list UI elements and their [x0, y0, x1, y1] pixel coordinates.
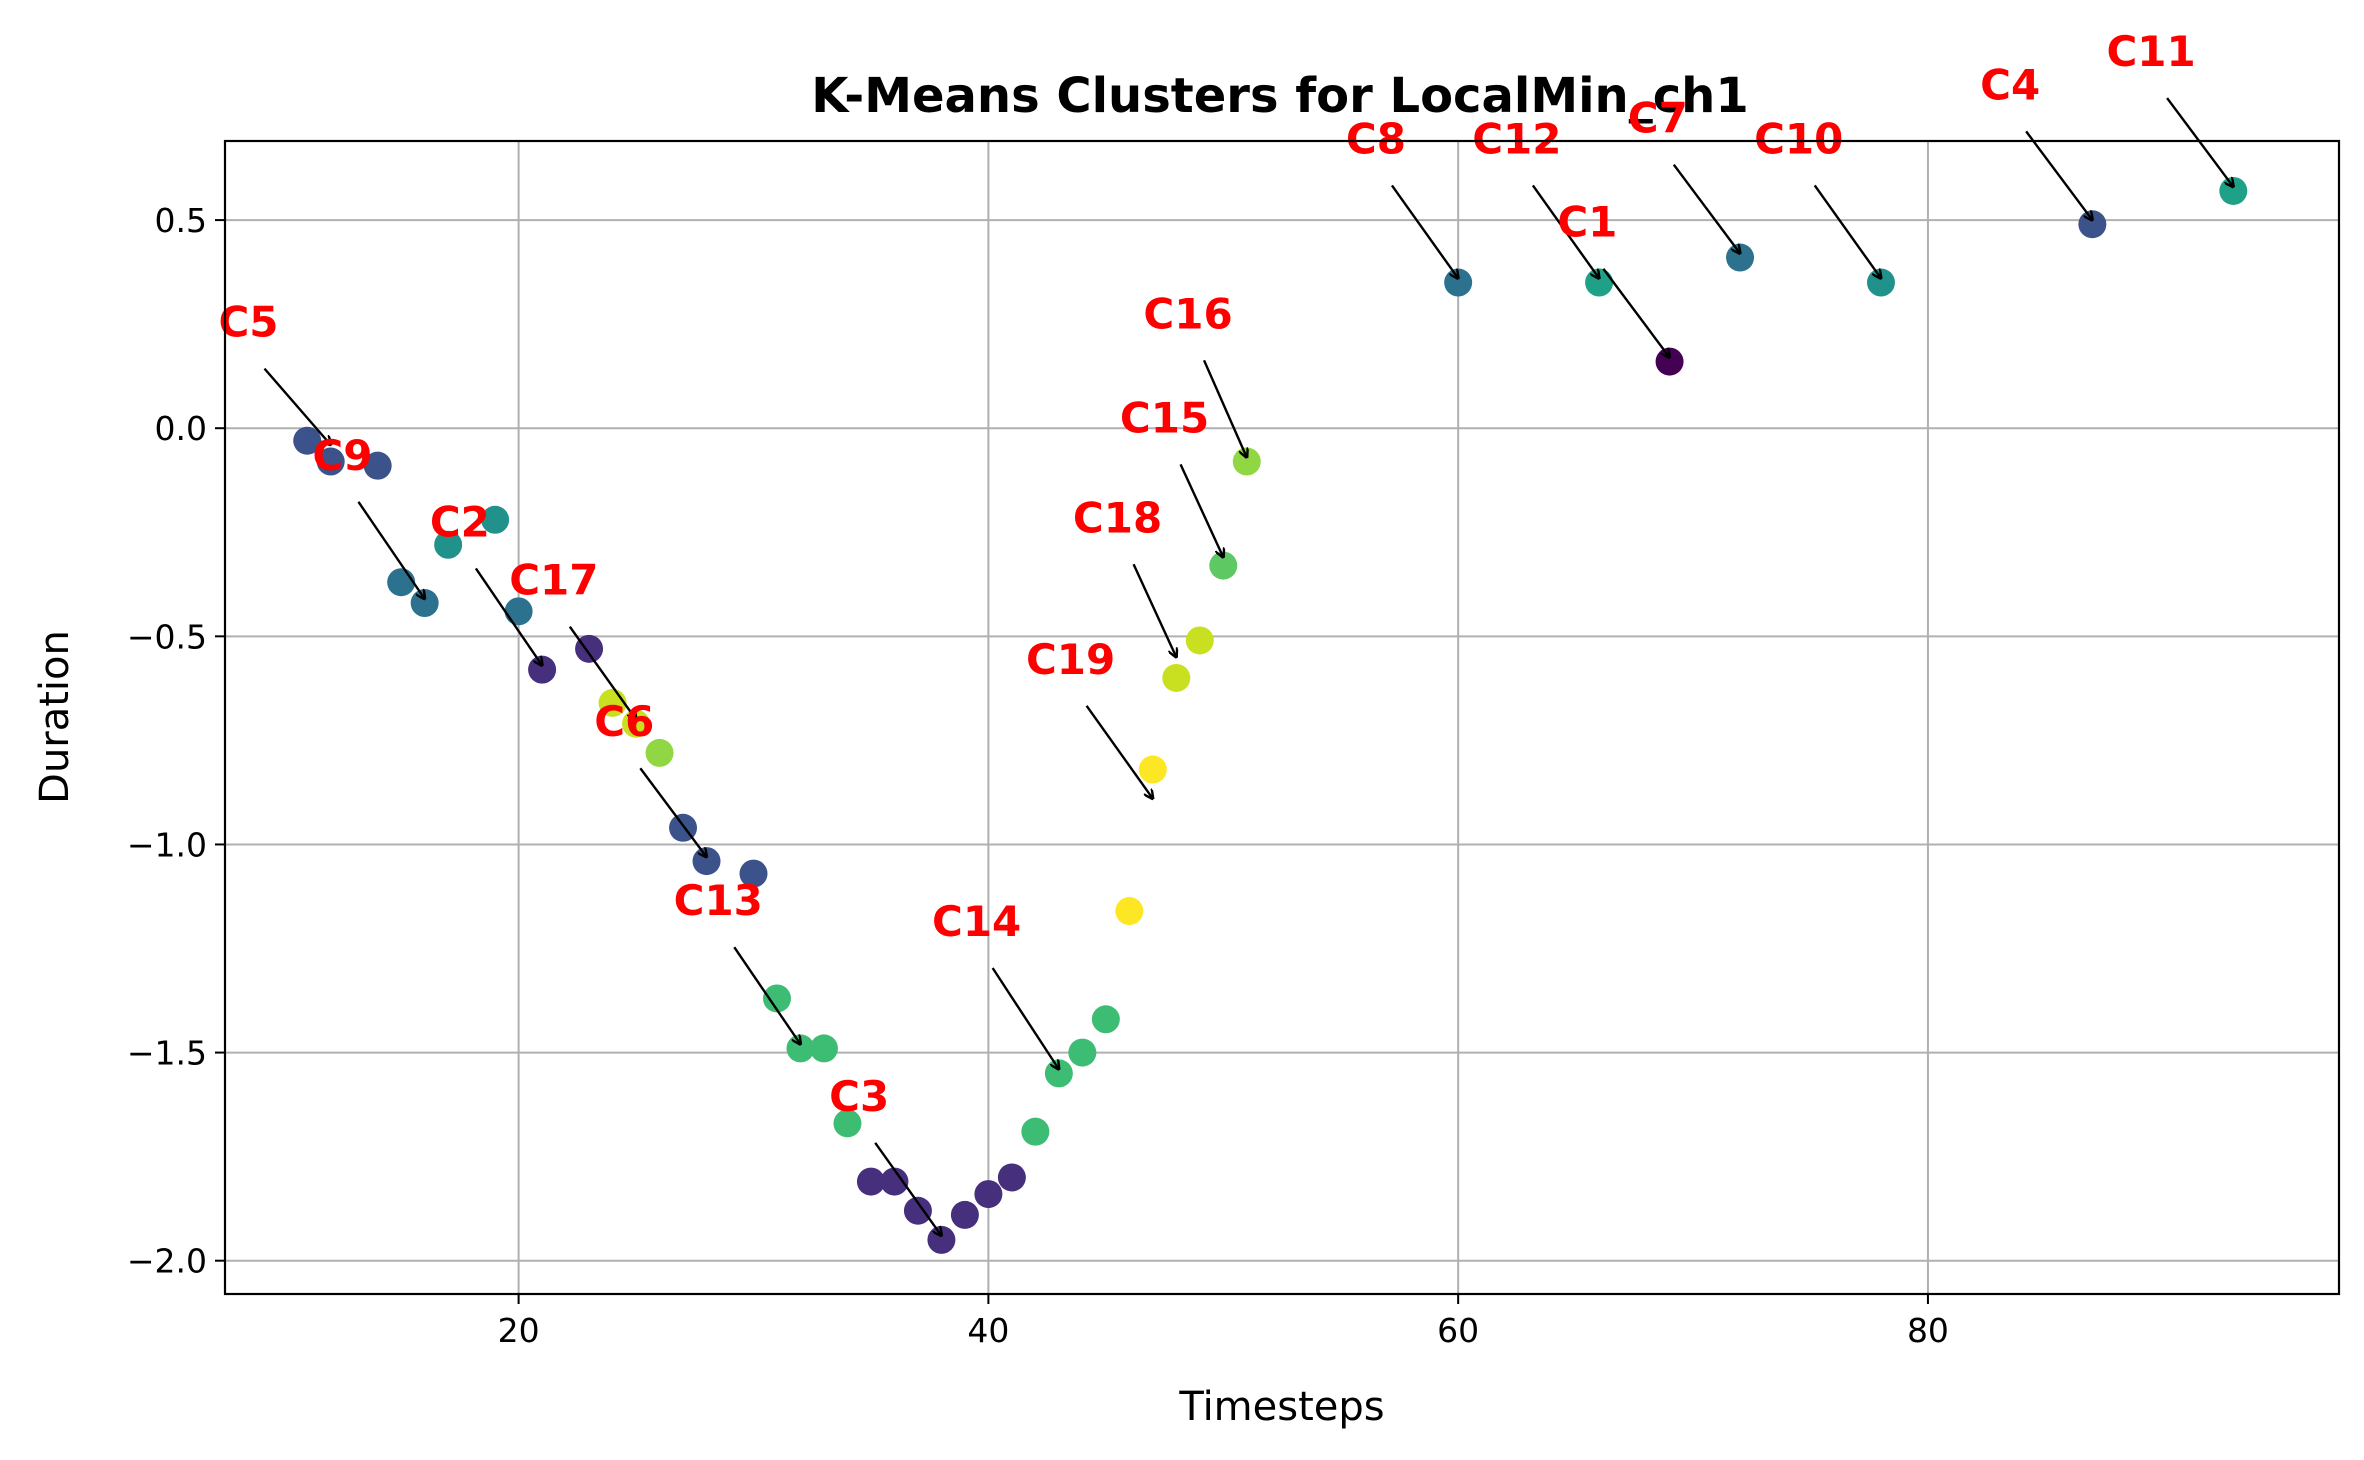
annotation-label: C19 — [1026, 635, 1115, 684]
data-point — [1021, 1117, 1050, 1146]
y-tick-label: −0.5 — [127, 617, 207, 656]
annotation-label: C18 — [1073, 493, 1162, 542]
data-point — [809, 1034, 838, 1063]
data-point — [1162, 663, 1191, 692]
data-point — [1185, 626, 1214, 655]
annotation-label: C11 — [2106, 27, 2195, 76]
x-tick-label: 40 — [967, 1311, 1009, 1350]
data-point — [903, 1196, 932, 1225]
data-point — [974, 1180, 1003, 1209]
x-tick-label: 60 — [1437, 1311, 1479, 1350]
y-axis-ticks: 0.5 0.0 −0.5 −1.0 −1.5 −2.0 — [127, 201, 225, 1281]
x-axis-label: Timesteps — [1178, 1384, 1384, 1430]
y-tick-label: −2.0 — [127, 1242, 207, 1281]
data-point — [1091, 1005, 1120, 1034]
annotation-arrow — [2166, 97, 2233, 187]
data-point — [739, 859, 768, 888]
annotation-label: C6 — [594, 697, 654, 746]
data-point — [1726, 243, 1755, 272]
annotation-label: C9 — [312, 431, 372, 480]
cluster-annotations: C5 C9 C2 C17 C6 C13 C3 C14 C19 C18 C15 C16 C8 C12 C1 C7… — [218, 27, 2233, 1236]
data-point — [316, 447, 345, 476]
annotation-label: C7 — [1628, 94, 1688, 143]
x-tick-label: 20 — [498, 1311, 540, 1350]
data-point — [410, 589, 439, 618]
annotation-label: C14 — [932, 897, 1021, 946]
data-point — [1232, 447, 1261, 476]
y-tick-label: 0.5 — [155, 201, 207, 240]
annotation-label: C2 — [430, 497, 490, 546]
data-point — [1866, 268, 1895, 297]
data-point — [692, 847, 721, 876]
data-points — [293, 176, 2248, 1254]
chart-title: K-Means Clusters for LocalMin_ch1 — [811, 68, 1749, 124]
data-point — [645, 738, 674, 767]
x-tick-label: 80 — [1907, 1311, 1949, 1350]
annotation-label: C15 — [1120, 393, 1209, 442]
data-point — [1444, 268, 1473, 297]
data-point — [504, 597, 533, 626]
annotation-label: C1 — [1557, 198, 1617, 247]
annotation-label: C17 — [509, 556, 598, 605]
annotation-label: C4 — [1980, 60, 2040, 109]
y-tick-label: 0.0 — [155, 409, 207, 448]
annotation-label: C10 — [1754, 114, 1843, 163]
data-point — [1115, 897, 1144, 926]
annotation-arrow — [1132, 563, 1177, 657]
data-point — [880, 1167, 909, 1196]
grid-lines — [225, 141, 2339, 1294]
annotation-label: C5 — [218, 298, 278, 347]
y-tick-label: −1.0 — [127, 825, 207, 864]
annotation-arrow — [639, 767, 706, 857]
data-point — [856, 1167, 885, 1196]
annotation-label: C3 — [829, 1072, 889, 1121]
data-point — [833, 1109, 862, 1138]
data-point — [363, 451, 392, 480]
annotation-arrow — [1202, 359, 1247, 457]
data-point — [387, 568, 416, 597]
annotation-label: C12 — [1472, 114, 1561, 163]
annotation-label: C13 — [674, 876, 763, 925]
annotation-arrow — [2025, 130, 2092, 220]
annotation-arrow — [991, 967, 1059, 1069]
data-point — [1655, 347, 1684, 376]
data-point — [950, 1200, 979, 1229]
annotation-arrow — [474, 567, 542, 665]
annotation-arrow — [733, 946, 800, 1044]
annotation-label: C16 — [1143, 289, 1232, 338]
data-point — [997, 1163, 1026, 1192]
data-point — [2219, 176, 2248, 205]
data-point — [293, 426, 322, 455]
x-axis-ticks: 20 40 60 80 — [498, 1294, 1949, 1350]
data-point — [927, 1225, 956, 1254]
annotation-arrow — [568, 626, 636, 720]
y-axis-label: Duration — [32, 630, 78, 804]
data-point — [434, 530, 463, 559]
y-tick-label: −1.5 — [127, 1034, 207, 1073]
data-point — [481, 505, 510, 534]
data-point — [1138, 755, 1167, 784]
annotation-arrow — [1672, 163, 1740, 254]
annotation-arrow — [1531, 184, 1599, 278]
annotation-arrow — [263, 367, 330, 445]
annotation-arrow — [1179, 463, 1224, 557]
annotation-arrow — [1813, 184, 1881, 278]
annotation-arrow — [1390, 184, 1458, 278]
annotation-label: C8 — [1346, 114, 1406, 163]
annotation-arrow — [1085, 705, 1153, 799]
data-point — [1585, 268, 1614, 297]
data-point — [2078, 210, 2107, 239]
data-point — [1044, 1059, 1073, 1088]
data-point — [762, 984, 791, 1013]
plot-frame — [223, 139, 2341, 1296]
data-point — [528, 655, 557, 684]
data-point — [1068, 1038, 1097, 1067]
annotation-arrow — [874, 1142, 941, 1236]
annotation-arrow — [1602, 268, 1669, 358]
annotation-arrow — [357, 501, 424, 599]
